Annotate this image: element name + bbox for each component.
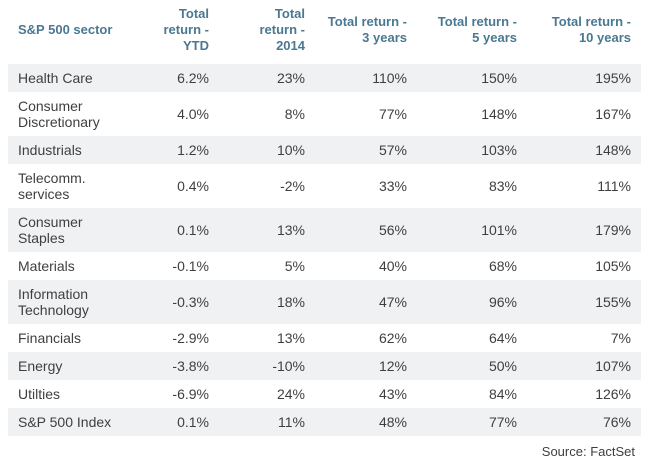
table-row-consumer-staples: Consumer Staples 0.1% 13% 56% 101% 179% [8,208,641,252]
value-cell: 43% [378,386,407,402]
value-cell: 64% [488,330,517,346]
value-cell: 7% [610,330,631,346]
value-cell: 12% [378,358,407,374]
value-cell: 1.2% [177,142,209,158]
sector-cell: Financials [18,330,82,346]
table-body: Health Care 6.2% 23% 110% 150% 195% Cons… [8,64,641,436]
table-row-materials: Materials -0.1% 5% 40% 68% 105% [8,252,641,280]
table-row-health-care: Health Care 6.2% 23% 110% 150% 195% [8,64,641,92]
sector-cell: Telecomm. services [18,170,86,202]
value-cell: 77% [378,106,407,122]
column-header-5-years: Total return - 5 years [417,2,527,64]
sector-cell: Utilties [18,386,61,402]
value-cell: -0.3% [172,294,209,310]
value-cell: -0.1% [172,258,209,274]
header-row: S&P 500 sector Total return - YTD Total … [8,2,641,64]
value-cell: 47% [378,294,407,310]
value-cell: 13% [276,222,305,238]
value-cell: -3.8% [172,358,209,374]
value-cell: -10% [272,358,305,374]
sector-cell: S&P 500 Index [18,414,112,430]
value-cell: 148% [481,106,517,122]
sector-cell: Energy [18,358,63,374]
value-cell: 13% [276,330,305,346]
value-cell: 167% [595,106,631,122]
table-header: S&P 500 sector Total return - YTD Total … [8,2,641,64]
value-cell: 0.1% [177,222,209,238]
table-row-energy: Energy -3.8% -10% 12% 50% 107% [8,352,641,380]
value-cell: 148% [595,142,631,158]
value-cell: 96% [488,294,517,310]
column-header-2014: Total return - 2014 [219,2,315,64]
value-cell: 6.2% [177,70,209,86]
value-cell: -2.9% [172,330,209,346]
value-cell: 110% [372,70,407,86]
value-cell: 11% [278,414,305,430]
sector-cell: Health Care [18,70,93,86]
table-row-industrials: Industrials 1.2% 10% 57% 103% 148% [8,136,641,164]
value-cell: 8% [284,106,305,122]
column-header-label: Total return - 10 years [551,14,631,45]
value-cell: 84% [488,386,517,402]
value-cell: 18% [276,294,305,310]
column-header-label: Total return - 2014 [259,6,306,53]
value-cell: 57% [378,142,407,158]
sector-cell: Consumer Staples [18,214,83,246]
value-cell: 83% [488,178,517,194]
column-header-label: Total return - 3 years [327,14,407,45]
value-cell: 40% [378,258,407,274]
value-cell: 68% [488,258,517,274]
value-cell: 179% [595,222,631,238]
value-cell: 126% [595,386,631,402]
table-row-telecomm-services: Telecomm. services 0.4% -2% 33% 83% 111% [8,164,641,208]
value-cell: 105% [595,258,631,274]
column-header-10-years: Total return - 10 years [527,2,641,64]
value-cell: 0.4% [177,178,209,194]
column-header-3-years: Total return - 3 years [315,2,417,64]
source-note: Source: FactSet [541,444,635,459]
column-header-label: S&P 500 sector [18,22,113,37]
table-row-consumer-discretionary: Consumer Discretionary 4.0% 8% 77% 148% … [8,92,641,136]
column-header-label: Total return - YTD [163,6,210,53]
sector-cell: Materials [18,258,75,274]
value-cell: -6.9% [172,386,209,402]
value-cell: 10% [276,142,305,158]
value-cell: 62% [378,330,407,346]
value-cell: 111% [597,178,631,194]
value-cell: 101% [481,222,517,238]
value-cell: 56% [378,222,407,238]
column-header-label: Total return - 5 years [437,14,517,45]
value-cell: 5% [284,258,305,274]
sector-cell: Industrials [18,142,82,158]
value-cell: 76% [602,414,631,430]
column-header-sector: S&P 500 sector [8,2,133,64]
value-cell: 150% [481,70,517,86]
value-cell: 107% [595,358,631,374]
table-row-utilities: Utilties -6.9% 24% 43% 84% 126% [8,380,641,408]
value-cell: 33% [378,178,407,194]
value-cell: 195% [595,70,631,86]
value-cell: 155% [595,294,631,310]
value-cell: 4.0% [177,106,209,122]
table-row-sp500-index: S&P 500 Index 0.1% 11% 48% 77% 76% [8,408,641,436]
value-cell: 77% [488,414,517,430]
value-cell: 23% [276,70,305,86]
column-header-ytd: Total return - YTD [133,2,219,64]
value-cell: 48% [378,414,407,430]
value-cell: 0.1% [177,414,209,430]
table-row-information-technology: Information Technology -0.3% 18% 47% 96%… [8,280,641,324]
value-cell: -2% [280,178,305,194]
sector-cell: Information Technology [18,286,89,318]
value-cell: 24% [276,386,305,402]
sp500-returns-table: S&P 500 sector Total return - YTD Total … [8,2,641,436]
table-row-financials: Financials -2.9% 13% 62% 64% 7% [8,324,641,352]
value-cell: 50% [488,358,517,374]
sector-cell: Consumer Discretionary [18,98,100,130]
value-cell: 103% [481,142,517,158]
